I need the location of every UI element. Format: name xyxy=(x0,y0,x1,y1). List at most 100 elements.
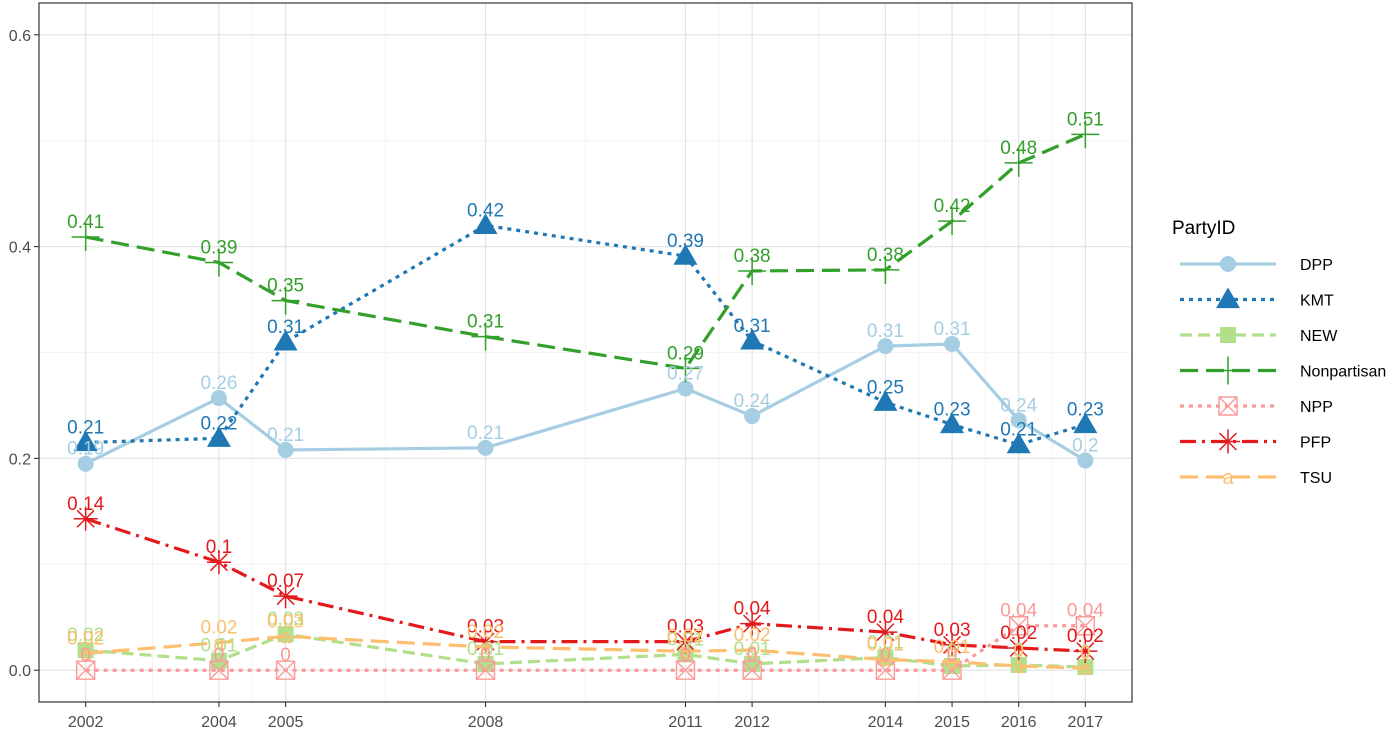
data-label-nonpartisan: 0.39 xyxy=(200,237,237,258)
legend: PartyID DPP KMT NEW Nonpartisan NPP PFP a TSU xyxy=(1172,218,1386,489)
data-label-pfp: 0.03 xyxy=(667,617,704,638)
data-label-pfp: 0.04 xyxy=(867,607,904,628)
data-label-dpp: 0.19 xyxy=(67,439,104,460)
data-label-nonpartisan: 0.31 xyxy=(467,312,504,333)
data-label-npp: 0 xyxy=(747,645,758,666)
data-label-new: 0.01 xyxy=(867,633,904,654)
data-point-npp xyxy=(875,660,896,680)
data-label-dpp: 0.21 xyxy=(267,425,304,446)
data-label-pfp: 0.03 xyxy=(934,620,971,641)
data-point-new xyxy=(477,655,494,672)
data-label-kmt: 0.31 xyxy=(734,316,771,337)
data-point-kmt xyxy=(1006,432,1031,454)
data-point-pfp xyxy=(740,611,765,636)
data-label-new: 0 xyxy=(1080,642,1091,663)
data-point-tsu: a xyxy=(480,637,492,659)
data-label-tsu: 0.03 xyxy=(267,611,304,632)
data-point-dpp xyxy=(877,338,894,355)
data-label-npp: 0 xyxy=(280,645,291,666)
data-label-kmt: 0.21 xyxy=(1000,420,1037,441)
data-label-nonpartisan: 0.48 xyxy=(1000,138,1037,159)
data-point-dpp xyxy=(77,455,94,472)
data-label-tsu: 0.02 xyxy=(467,622,504,643)
legend-key-marker-dpp xyxy=(1220,256,1236,272)
data-point-nonpartisan xyxy=(738,256,767,285)
x-tick-label: 2014 xyxy=(868,714,904,731)
series-line-kmt xyxy=(85,223,1086,447)
data-label-new: 0.01 xyxy=(734,639,771,660)
plot-border xyxy=(38,2,1133,703)
data-label-dpp: 0.27 xyxy=(667,364,704,385)
data-point-kmt xyxy=(273,329,298,351)
data-label-npp: 0 xyxy=(214,645,225,666)
x-tick-label: 2004 xyxy=(201,714,237,731)
data-point-nonpartisan xyxy=(871,255,900,284)
series-line-tsu xyxy=(85,634,1086,670)
y-tick-label: 0.2 xyxy=(9,451,31,468)
data-label-nonpartisan: 0.38 xyxy=(867,245,904,266)
data-label-dpp: 0.26 xyxy=(200,373,237,394)
data-point-kmt xyxy=(940,412,965,434)
legend-key-marker-npp xyxy=(1218,396,1238,416)
x-tick-label: 2016 xyxy=(1001,714,1037,731)
data-label-npp: 0.04 xyxy=(1067,601,1104,622)
series-line-pfp xyxy=(85,517,1086,653)
data-label-tsu: 0 xyxy=(1080,643,1091,664)
series-line-npp xyxy=(85,624,1086,672)
x-tick-label: 2012 xyxy=(734,714,770,731)
legend-key-marker-tsu: a xyxy=(1222,467,1234,489)
data-point-new xyxy=(1010,656,1027,673)
data-label-npp: 0 xyxy=(947,645,958,666)
data-label-nonpartisan: 0.38 xyxy=(734,246,771,267)
data-label-tsu: 0.01 xyxy=(934,637,971,658)
data-point-pfp xyxy=(473,629,498,654)
data-label-pfp: 0.02 xyxy=(1000,623,1037,644)
data-point-dpp xyxy=(477,439,494,456)
data-point-tsu: a xyxy=(280,626,292,648)
data-point-dpp xyxy=(677,380,694,397)
data-label-nonpartisan: 0.29 xyxy=(667,343,704,364)
data-label-tsu: 0 xyxy=(1013,641,1024,662)
data-point-npp xyxy=(275,660,296,680)
data-point-tsu: a xyxy=(1080,658,1092,680)
data-point-npp xyxy=(1075,616,1096,636)
x-tick-label: 2005 xyxy=(268,714,304,731)
data-label-new: 0.01 xyxy=(467,639,504,660)
data-point-npp xyxy=(1009,616,1029,636)
x-tick-label: 2017 xyxy=(1068,714,1104,731)
data-label-pfp: 0.04 xyxy=(734,599,771,620)
data-point-tsu: a xyxy=(880,650,892,672)
legend-key-marker-nonpartisan xyxy=(1214,356,1242,385)
data-label-layer: 0.19 0.26 0.21 0.21 0.27 0.24 0.31 0.31 0.24 0.2 0… xyxy=(67,109,1104,666)
x-tick-label: 2002 xyxy=(68,714,104,731)
data-point-kmt xyxy=(873,390,898,411)
data-point-nonpartisan xyxy=(938,207,967,236)
data-label-kmt: 0.23 xyxy=(1067,400,1104,421)
data-label-kmt: 0.25 xyxy=(867,377,904,398)
data-label-new: 0.02 xyxy=(67,625,104,646)
legend-label-npp: NPP xyxy=(1300,399,1333,416)
data-label-pfp: 0.1 xyxy=(206,537,232,558)
data-label-pfp: 0.14 xyxy=(67,494,104,515)
data-label-npp: 0 xyxy=(880,645,891,666)
data-label-tsu: 0.02 xyxy=(734,625,771,646)
data-label-kmt: 0.21 xyxy=(67,418,104,439)
data-point-pfp xyxy=(673,629,698,654)
x-tick-label: 2008 xyxy=(468,714,504,731)
data-label-dpp: 0.21 xyxy=(467,423,504,444)
legend-label-pfp: PFP xyxy=(1300,435,1331,452)
data-point-new xyxy=(744,655,761,672)
data-label-dpp: 0.2 xyxy=(1072,436,1098,457)
data-point-kmt xyxy=(740,328,765,350)
data-label-tsu: 0.02 xyxy=(67,628,104,649)
legend-label-nonpartisan: Nonpartisan xyxy=(1300,364,1386,381)
legend-label-tsu: TSU xyxy=(1300,470,1332,487)
data-point-tsu: a xyxy=(680,641,692,663)
series-line-nonpartisan xyxy=(85,132,1086,370)
data-label-dpp: 0.31 xyxy=(867,321,904,342)
series-line-dpp xyxy=(84,342,1087,466)
data-point-nonpartisan xyxy=(204,248,233,277)
data-point-kmt xyxy=(673,244,698,265)
data-point-nonpartisan xyxy=(671,354,700,383)
data-point-nonpartisan xyxy=(471,322,500,351)
